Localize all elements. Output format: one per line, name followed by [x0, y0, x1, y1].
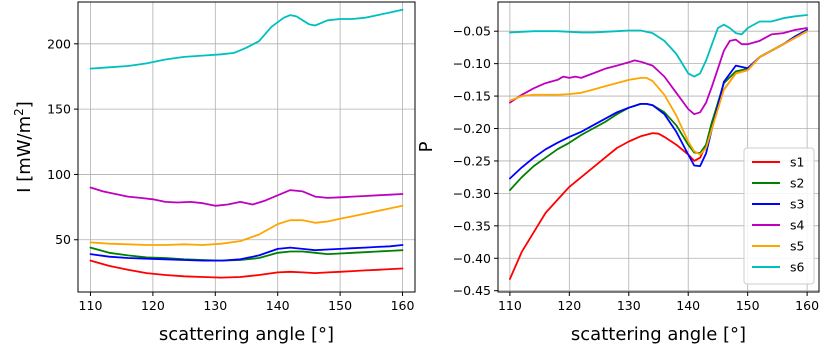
y-tick-label: 100 — [47, 167, 71, 182]
y-tick-label: −0.30 — [453, 186, 491, 201]
series-line-series-2 — [89, 246, 404, 262]
series-line-s4 — [509, 27, 808, 116]
y-tick-label: −0.35 — [453, 218, 491, 233]
polarization-panel: 110 120 130 140 150 160 −0.45 −0.40 −0.35 −0.30 −0… — [416, 1, 820, 345]
y-axis-label-main: I [mW/m — [14, 116, 35, 193]
x-tick-label: 110 — [79, 298, 103, 313]
series-line-series-5 — [89, 204, 404, 246]
y-tick-label: 200 — [47, 36, 71, 51]
x-tick-label: 160 — [391, 298, 415, 313]
x-tick-label: 140 — [266, 298, 290, 313]
x-tick-label: 120 — [557, 298, 581, 313]
y-axis-label-tail: ] — [14, 101, 35, 108]
series-line-series-6 — [89, 8, 404, 70]
legend-label-s6: s6 — [790, 260, 805, 275]
x-tick-label: 130 — [203, 298, 227, 313]
x-tick-label: 150 — [736, 298, 760, 313]
y-tick-label: 50 — [55, 232, 71, 247]
legend-label-s4: s4 — [790, 218, 805, 233]
series-line-s5 — [509, 30, 808, 156]
x-tick-label: 120 — [141, 298, 165, 313]
y-axis-label: I [mW/m2] — [12, 101, 35, 193]
legend-label-s3: s3 — [790, 197, 804, 212]
legend-label-s2: s2 — [790, 176, 804, 191]
y-tick-label: −0.15 — [453, 89, 491, 104]
y-tick-label: −0.25 — [453, 153, 491, 168]
x-tick-label: 130 — [617, 298, 641, 313]
y-axis-label-sup: 2 — [12, 108, 26, 116]
intensity-panel: 110 120 130 140 150 160 50 100 150 200 scattering … — [12, 1, 416, 345]
legend-label-s1: s1 — [790, 155, 804, 170]
y-tick-label: −0.20 — [453, 121, 491, 136]
y-tick-label: −0.45 — [453, 283, 491, 298]
x-tick-label: 140 — [676, 298, 700, 313]
plot-frame — [77, 1, 416, 293]
x-tick-label: 110 — [498, 298, 522, 313]
series-group — [509, 14, 808, 280]
series-line-series-3 — [89, 244, 404, 262]
series-line-series-1 — [89, 259, 404, 279]
x-tick-label: 150 — [328, 298, 352, 313]
y-tick-label: −0.10 — [453, 56, 491, 71]
legend-label-s5: s5 — [790, 239, 804, 254]
y-axis-label: P — [416, 141, 437, 152]
series-line-s6 — [509, 14, 808, 78]
x-tick-label: 160 — [795, 298, 819, 313]
y-tick-label: 150 — [47, 102, 71, 117]
y-tick-label: −0.05 — [453, 24, 491, 39]
plot-frame — [497, 1, 820, 293]
y-tick-label: −0.40 — [453, 251, 491, 266]
x-axis-label: scattering angle [°] — [159, 324, 334, 345]
x-axis-label: scattering angle [°] — [571, 324, 746, 345]
series-line-series-4 — [89, 186, 404, 207]
series-group — [89, 8, 404, 279]
